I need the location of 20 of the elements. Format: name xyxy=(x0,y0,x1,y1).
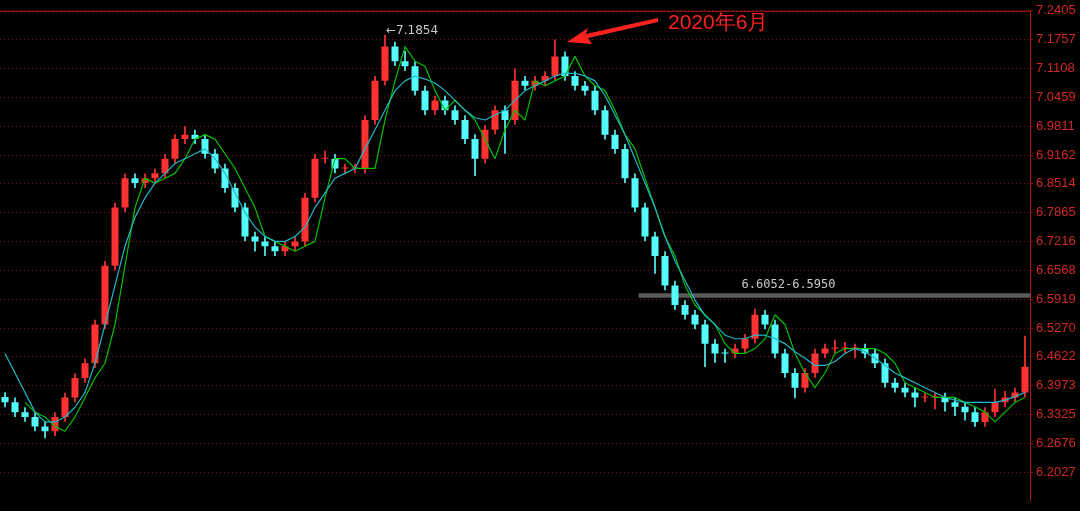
y-tick-label: 6.2027 xyxy=(1036,463,1076,479)
annotation: 2020年6月 xyxy=(668,9,769,35)
y-tick-label: 6.7216 xyxy=(1036,233,1076,249)
y-tick-label: 7.1108 xyxy=(1036,60,1075,76)
y-tick-label: 6.9162 xyxy=(1036,146,1076,162)
y-tick-label: 6.5270 xyxy=(1036,319,1076,335)
y-tick-label: 6.6568 xyxy=(1036,261,1076,277)
text: ←7.1854 xyxy=(386,23,439,38)
y-tick-label: 6.2676 xyxy=(1036,435,1076,451)
y-tick-label: 6.5919 xyxy=(1036,290,1076,306)
y-tick-label: 7.1757 xyxy=(1036,31,1076,47)
y-tick-label: 7.2405 xyxy=(1036,2,1076,18)
band-label: 6.6052-6.5950 xyxy=(741,277,836,292)
y-tick-label: 6.7865 xyxy=(1036,204,1076,220)
y-tick-label: 6.3325 xyxy=(1036,406,1076,422)
y-tick-label: 6.8514 xyxy=(1036,175,1076,191)
y-tick-label: 7.0459 xyxy=(1036,88,1076,104)
y-tick-label: 6.4622 xyxy=(1036,348,1076,364)
y-tick-label: 6.9811 xyxy=(1036,117,1075,133)
y-tick-label: 6.3973 xyxy=(1036,377,1076,393)
